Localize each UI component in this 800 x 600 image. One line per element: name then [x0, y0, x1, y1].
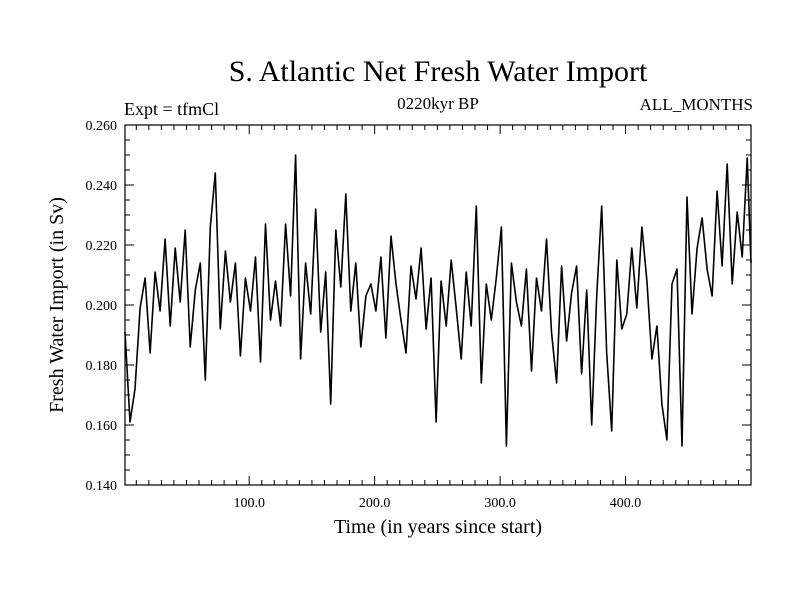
- axis-ticks: [125, 124, 751, 486]
- x-tick-label: 300.0: [484, 496, 516, 511]
- chart-subtitle: 0220kyr BP: [397, 94, 479, 113]
- x-tick-label: 400.0: [610, 496, 642, 511]
- y-tick-label: 0.260: [86, 119, 118, 134]
- y-tick-label: 0.140: [86, 479, 118, 494]
- y-axis-label: Fresh Water Import (in Sv): [46, 197, 68, 413]
- series-line: [124, 154, 752, 447]
- y-tick-label: 0.160: [86, 419, 118, 434]
- x-tick-label: 200.0: [359, 496, 391, 511]
- chart-title: S. Atlantic Net Fresh Water Import: [228, 55, 648, 88]
- experiment-label: Expt = tfmCl: [124, 99, 220, 119]
- y-tick-label: 0.240: [86, 179, 118, 194]
- months-label: ALL_MONTHS: [639, 95, 753, 114]
- y-tick-label: 0.220: [86, 239, 118, 254]
- y-tick-label: 0.200: [86, 299, 118, 314]
- axis-tick-labels: 100.0 200.0 300.0 400.0 0.140 0.160 0.180 0.200…: [86, 119, 642, 511]
- x-tick-label: 100.0: [233, 496, 265, 511]
- y-tick-label: 0.180: [86, 359, 118, 374]
- x-axis-label: Time (in years since start): [334, 516, 542, 538]
